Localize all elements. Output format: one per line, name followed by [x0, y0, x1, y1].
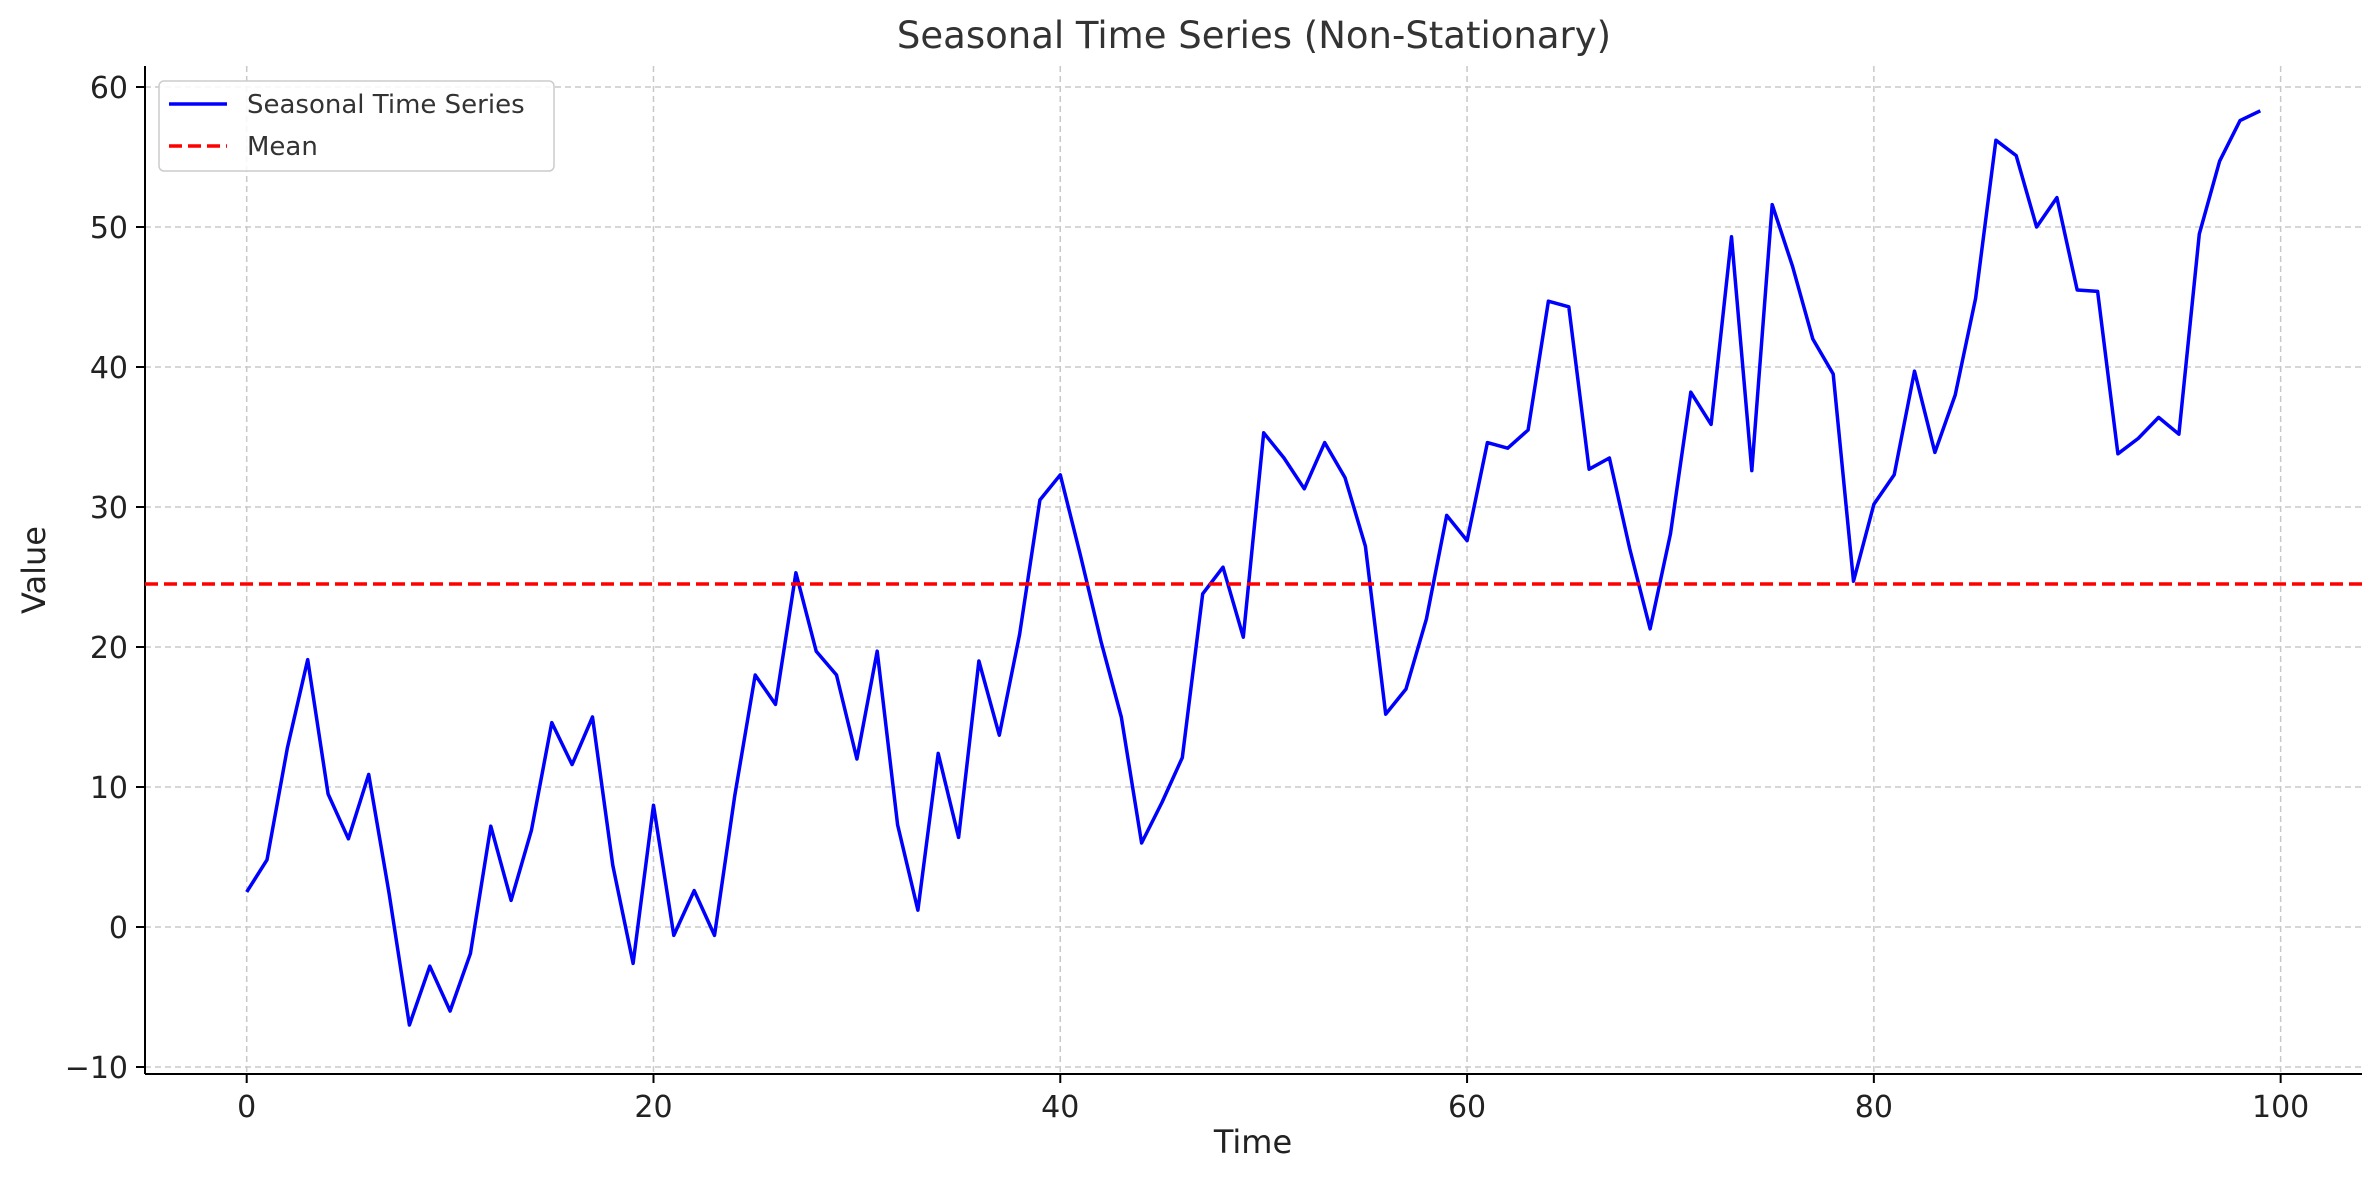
series-layer: [145, 109, 2362, 1027]
y-tick-label: 0: [109, 911, 128, 946]
ticks: 0 20 40 60 80 100 −10 0 10 20 30 40 50 60: [65, 71, 2310, 1125]
legend: Seasonal Time Series Mean: [158, 80, 555, 172]
x-tick-label: 40: [1041, 1090, 1079, 1125]
x-tick-label: 80: [1855, 1090, 1893, 1125]
y-tick-label: 50: [90, 211, 128, 246]
y-tick-label: 60: [90, 71, 128, 106]
legend-label-series: Seasonal Time Series: [247, 90, 525, 120]
y-tick-label: −10: [65, 1051, 128, 1086]
axes: [144, 66, 2362, 1075]
y-tick-label: 10: [90, 771, 128, 806]
chart-title: Seasonal Time Series (Non-Stationary): [897, 14, 1611, 57]
x-axis-label: Time: [1213, 1123, 1292, 1161]
x-tick-label: 20: [634, 1090, 672, 1125]
series-line-seasonal: [245, 109, 2262, 1027]
y-tick-label: 30: [90, 491, 128, 526]
x-tick-label: 60: [1448, 1090, 1486, 1125]
y-tick-label: 40: [90, 351, 128, 386]
legend-box: [158, 80, 555, 172]
y-tick-label: 20: [90, 631, 128, 666]
grid: [145, 66, 2362, 1074]
y-axis-label: Value: [15, 526, 53, 614]
legend-label-mean: Mean: [247, 132, 318, 162]
x-tick-label: 0: [237, 1090, 256, 1125]
x-tick-label: 100: [2252, 1090, 2309, 1125]
